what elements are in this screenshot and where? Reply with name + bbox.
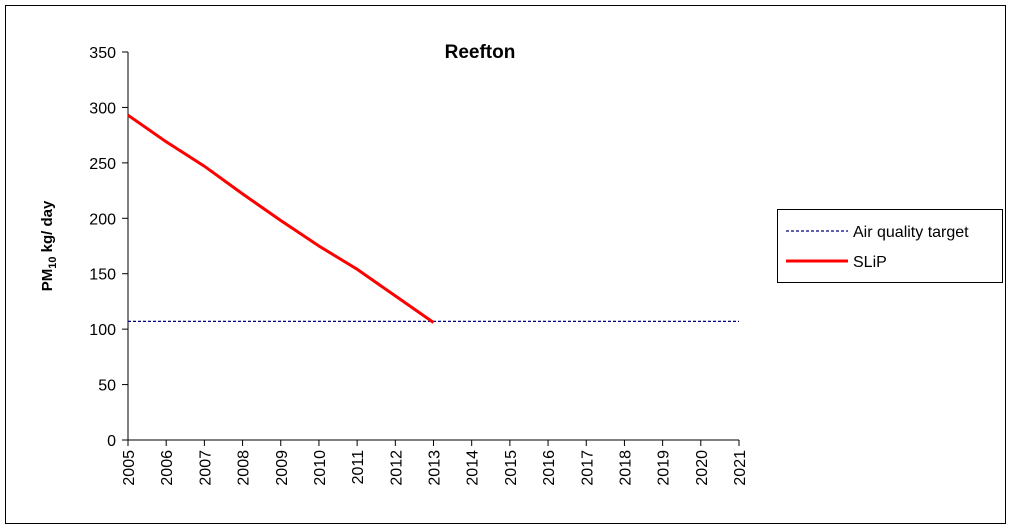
legend-label: Air quality target: [853, 224, 969, 241]
x-tick-label: 2015: [503, 450, 520, 486]
x-tick-label: 2013: [427, 450, 444, 486]
y-tick-label: 300: [89, 100, 116, 117]
legend-label: SLiP: [853, 254, 887, 271]
y-tick-label: 200: [89, 211, 116, 228]
y-tick-label: 350: [89, 45, 116, 62]
x-tick-label: 2008: [236, 450, 253, 486]
y-tick-label: 0: [107, 433, 116, 450]
chart-title: Reefton: [445, 42, 516, 63]
x-tick-label: 2018: [617, 450, 634, 486]
y-tick-label: 250: [89, 156, 116, 173]
x-tick-label: 2005: [121, 450, 138, 486]
x-tick-label: 2017: [579, 450, 596, 486]
x-tick-label: 2014: [465, 450, 482, 486]
x-tick-label: 2020: [694, 450, 711, 486]
y-label-subscript: 10: [47, 257, 59, 269]
x-tick-label: 2007: [197, 450, 214, 486]
x-tick-label: 2016: [541, 450, 558, 486]
x-tick-label: 2010: [312, 450, 329, 486]
x-tick-label: 2006: [159, 450, 176, 486]
y-tick-label: 50: [98, 378, 116, 395]
x-tick-label: 2021: [732, 450, 749, 486]
y-label-suffix: kg/ day: [39, 200, 56, 257]
legend-box: [777, 209, 1003, 283]
y-axis-label: PM10 kg/ day: [39, 200, 59, 291]
x-tick-label: 2019: [656, 450, 673, 486]
x-tick-label: 2011: [350, 450, 367, 485]
series-line: [127, 113, 435, 324]
y-label-text: PM: [39, 269, 56, 292]
y-tick-label: 100: [89, 322, 116, 339]
x-tick-label: 2012: [388, 450, 405, 486]
y-tick-label: 150: [89, 267, 116, 284]
x-tick-label: 2009: [274, 450, 291, 486]
